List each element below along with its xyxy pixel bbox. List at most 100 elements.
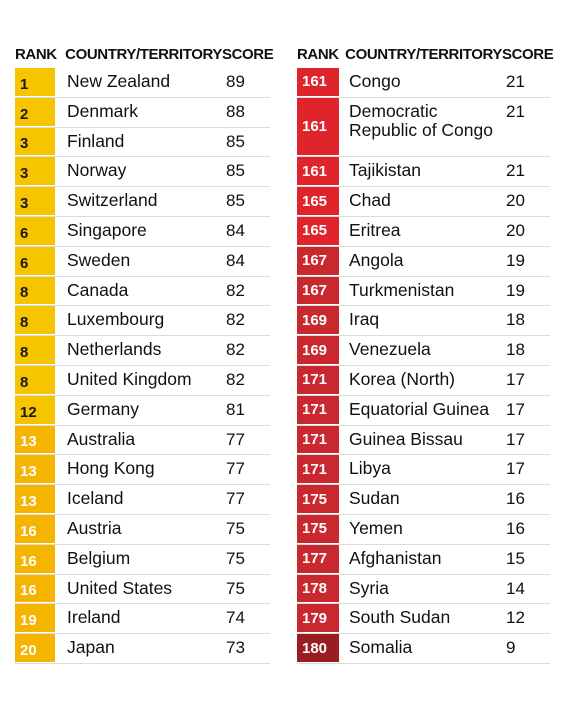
table-row: 16 Austria 75 — [15, 514, 270, 545]
table-row: 13 Hong Kong 77 — [15, 455, 270, 486]
score-column-header: SCORE — [222, 45, 274, 63]
country-cell: Australia — [67, 428, 136, 449]
score-cell: 16 — [506, 518, 525, 538]
country-cell: Yemen — [349, 517, 403, 538]
country-cell: Korea (North) — [349, 368, 456, 389]
rank-cell: 177 — [297, 544, 339, 574]
rank-cell: 13 — [15, 485, 55, 514]
score-cell: 21 — [506, 161, 525, 181]
table-row: 8 Canada 82 — [15, 276, 270, 307]
rank-cell: 13 — [15, 425, 55, 455]
rank-cell: 8 — [15, 336, 55, 365]
table-row: 171 Korea (North) 17 — [297, 365, 550, 396]
country-cell: Switzerland — [67, 190, 158, 211]
country-cell: Belgium — [67, 547, 131, 568]
country-cell: Iraq — [349, 309, 380, 330]
score-cell: 77 — [226, 459, 245, 479]
table-row: 161 Tajikistan 21 — [297, 157, 550, 188]
rank-cell: 179 — [297, 604, 339, 634]
rank-cell: 180 — [297, 634, 339, 663]
table-row: 20 Japan 73 — [15, 634, 270, 664]
country-cell: Denmark — [67, 100, 138, 121]
score-cell: 82 — [226, 310, 245, 330]
country-cell: Democratic Republic of Congo — [349, 100, 493, 140]
table-row: 6 Singapore 84 — [15, 216, 270, 247]
score-cell: 9 — [506, 638, 516, 658]
score-cell: 73 — [226, 638, 245, 658]
country-cell: Finland — [67, 130, 125, 151]
rank-cell: 19 — [15, 604, 55, 634]
score-cell: 82 — [226, 340, 245, 360]
score-cell: 21 — [506, 101, 525, 121]
score-cell: 16 — [506, 489, 525, 509]
score-cell: 77 — [226, 429, 245, 449]
table-row: 1 New Zealand 89 — [15, 68, 270, 98]
rank-cell: 161 — [297, 68, 339, 97]
score-cell: 81 — [226, 399, 245, 419]
rank-cell: 165 — [297, 216, 339, 246]
score-cell: 89 — [226, 72, 245, 91]
table-row: 175 Yemen 16 — [297, 514, 550, 545]
country-cell: Angola — [349, 249, 404, 270]
country-cell: United Kingdom — [67, 368, 192, 389]
score-cell: 85 — [226, 191, 245, 211]
country-cell: Eritrea — [349, 219, 401, 240]
table-header: RANK COUNTRY/TERRITORY SCORE — [15, 40, 274, 68]
bottom-ranked-table: RANK COUNTRY/TERRITORY SCORE 161 Congo 21 1… — [297, 40, 554, 664]
table-row: 13 Iceland 77 — [15, 485, 270, 515]
table-row: 167 Angola 19 — [297, 246, 550, 277]
country-cell: Germany — [67, 398, 139, 419]
score-cell: 84 — [226, 220, 245, 240]
rank-cell: 167 — [297, 246, 339, 276]
score-cell: 85 — [226, 131, 245, 151]
rank-cell: 169 — [297, 306, 339, 336]
score-cell: 85 — [226, 161, 245, 181]
table-row: 171 Guinea Bissau 17 — [297, 425, 550, 456]
score-cell: 18 — [506, 340, 525, 360]
rank-cell: 16 — [15, 574, 55, 604]
country-cell: Japan — [67, 637, 115, 658]
table-row: 3 Norway 85 — [15, 157, 270, 188]
score-cell: 84 — [226, 250, 245, 270]
country-cell: Afghanistan — [349, 547, 442, 568]
table-row: 175 Sudan 16 — [297, 485, 550, 515]
table-row: 167 Turkmenistan 19 — [297, 276, 550, 307]
country-cell: Iceland — [67, 488, 124, 509]
table-row: 165 Eritrea 20 — [297, 216, 550, 247]
country-cell: Austria — [67, 517, 122, 538]
table-row: 177 Afghanistan 15 — [297, 544, 550, 575]
table-row: 16 United States 75 — [15, 574, 270, 605]
table-row: 3 Switzerland 85 — [15, 187, 270, 217]
score-cell: 88 — [226, 101, 245, 121]
rank-cell: 1 — [15, 68, 55, 97]
rank-cell: 167 — [297, 276, 339, 306]
country-cell: South Sudan — [349, 607, 451, 628]
table-row: 178 Syria 14 — [297, 574, 550, 605]
country-cell: Congo — [349, 71, 401, 91]
score-cell: 17 — [506, 459, 525, 479]
rank-cell: 8 — [15, 306, 55, 336]
table-row: 3 Finland 85 — [15, 127, 270, 158]
table-row: 169 Venezuela 18 — [297, 336, 550, 366]
table-row: 8 United Kingdom 82 — [15, 365, 270, 396]
table-row: 165 Chad 20 — [297, 187, 550, 217]
country-column-header: COUNTRY/TERRITORY — [65, 45, 222, 63]
rank-cell: 165 — [297, 187, 339, 216]
country-cell: Luxembourg — [67, 309, 165, 330]
rank-cell: 175 — [297, 485, 339, 514]
score-cell: 75 — [226, 518, 245, 538]
table-row: 2 Denmark 88 — [15, 97, 270, 128]
country-cell: Netherlands — [67, 339, 162, 360]
country-cell: Hong Kong — [67, 458, 155, 479]
score-cell: 20 — [506, 191, 525, 211]
score-cell: 21 — [506, 72, 525, 91]
rank-cell: 6 — [15, 216, 55, 246]
country-cell: Libya — [349, 458, 391, 479]
score-cell: 19 — [506, 250, 525, 270]
score-cell: 82 — [226, 280, 245, 300]
table-row: 161 Democratic Republic of Congo 21 — [297, 97, 550, 158]
rank-cell: 171 — [297, 365, 339, 395]
rank-cell: 3 — [15, 187, 55, 216]
rank-cell: 178 — [297, 574, 339, 604]
score-column-header: SCORE — [502, 45, 554, 63]
